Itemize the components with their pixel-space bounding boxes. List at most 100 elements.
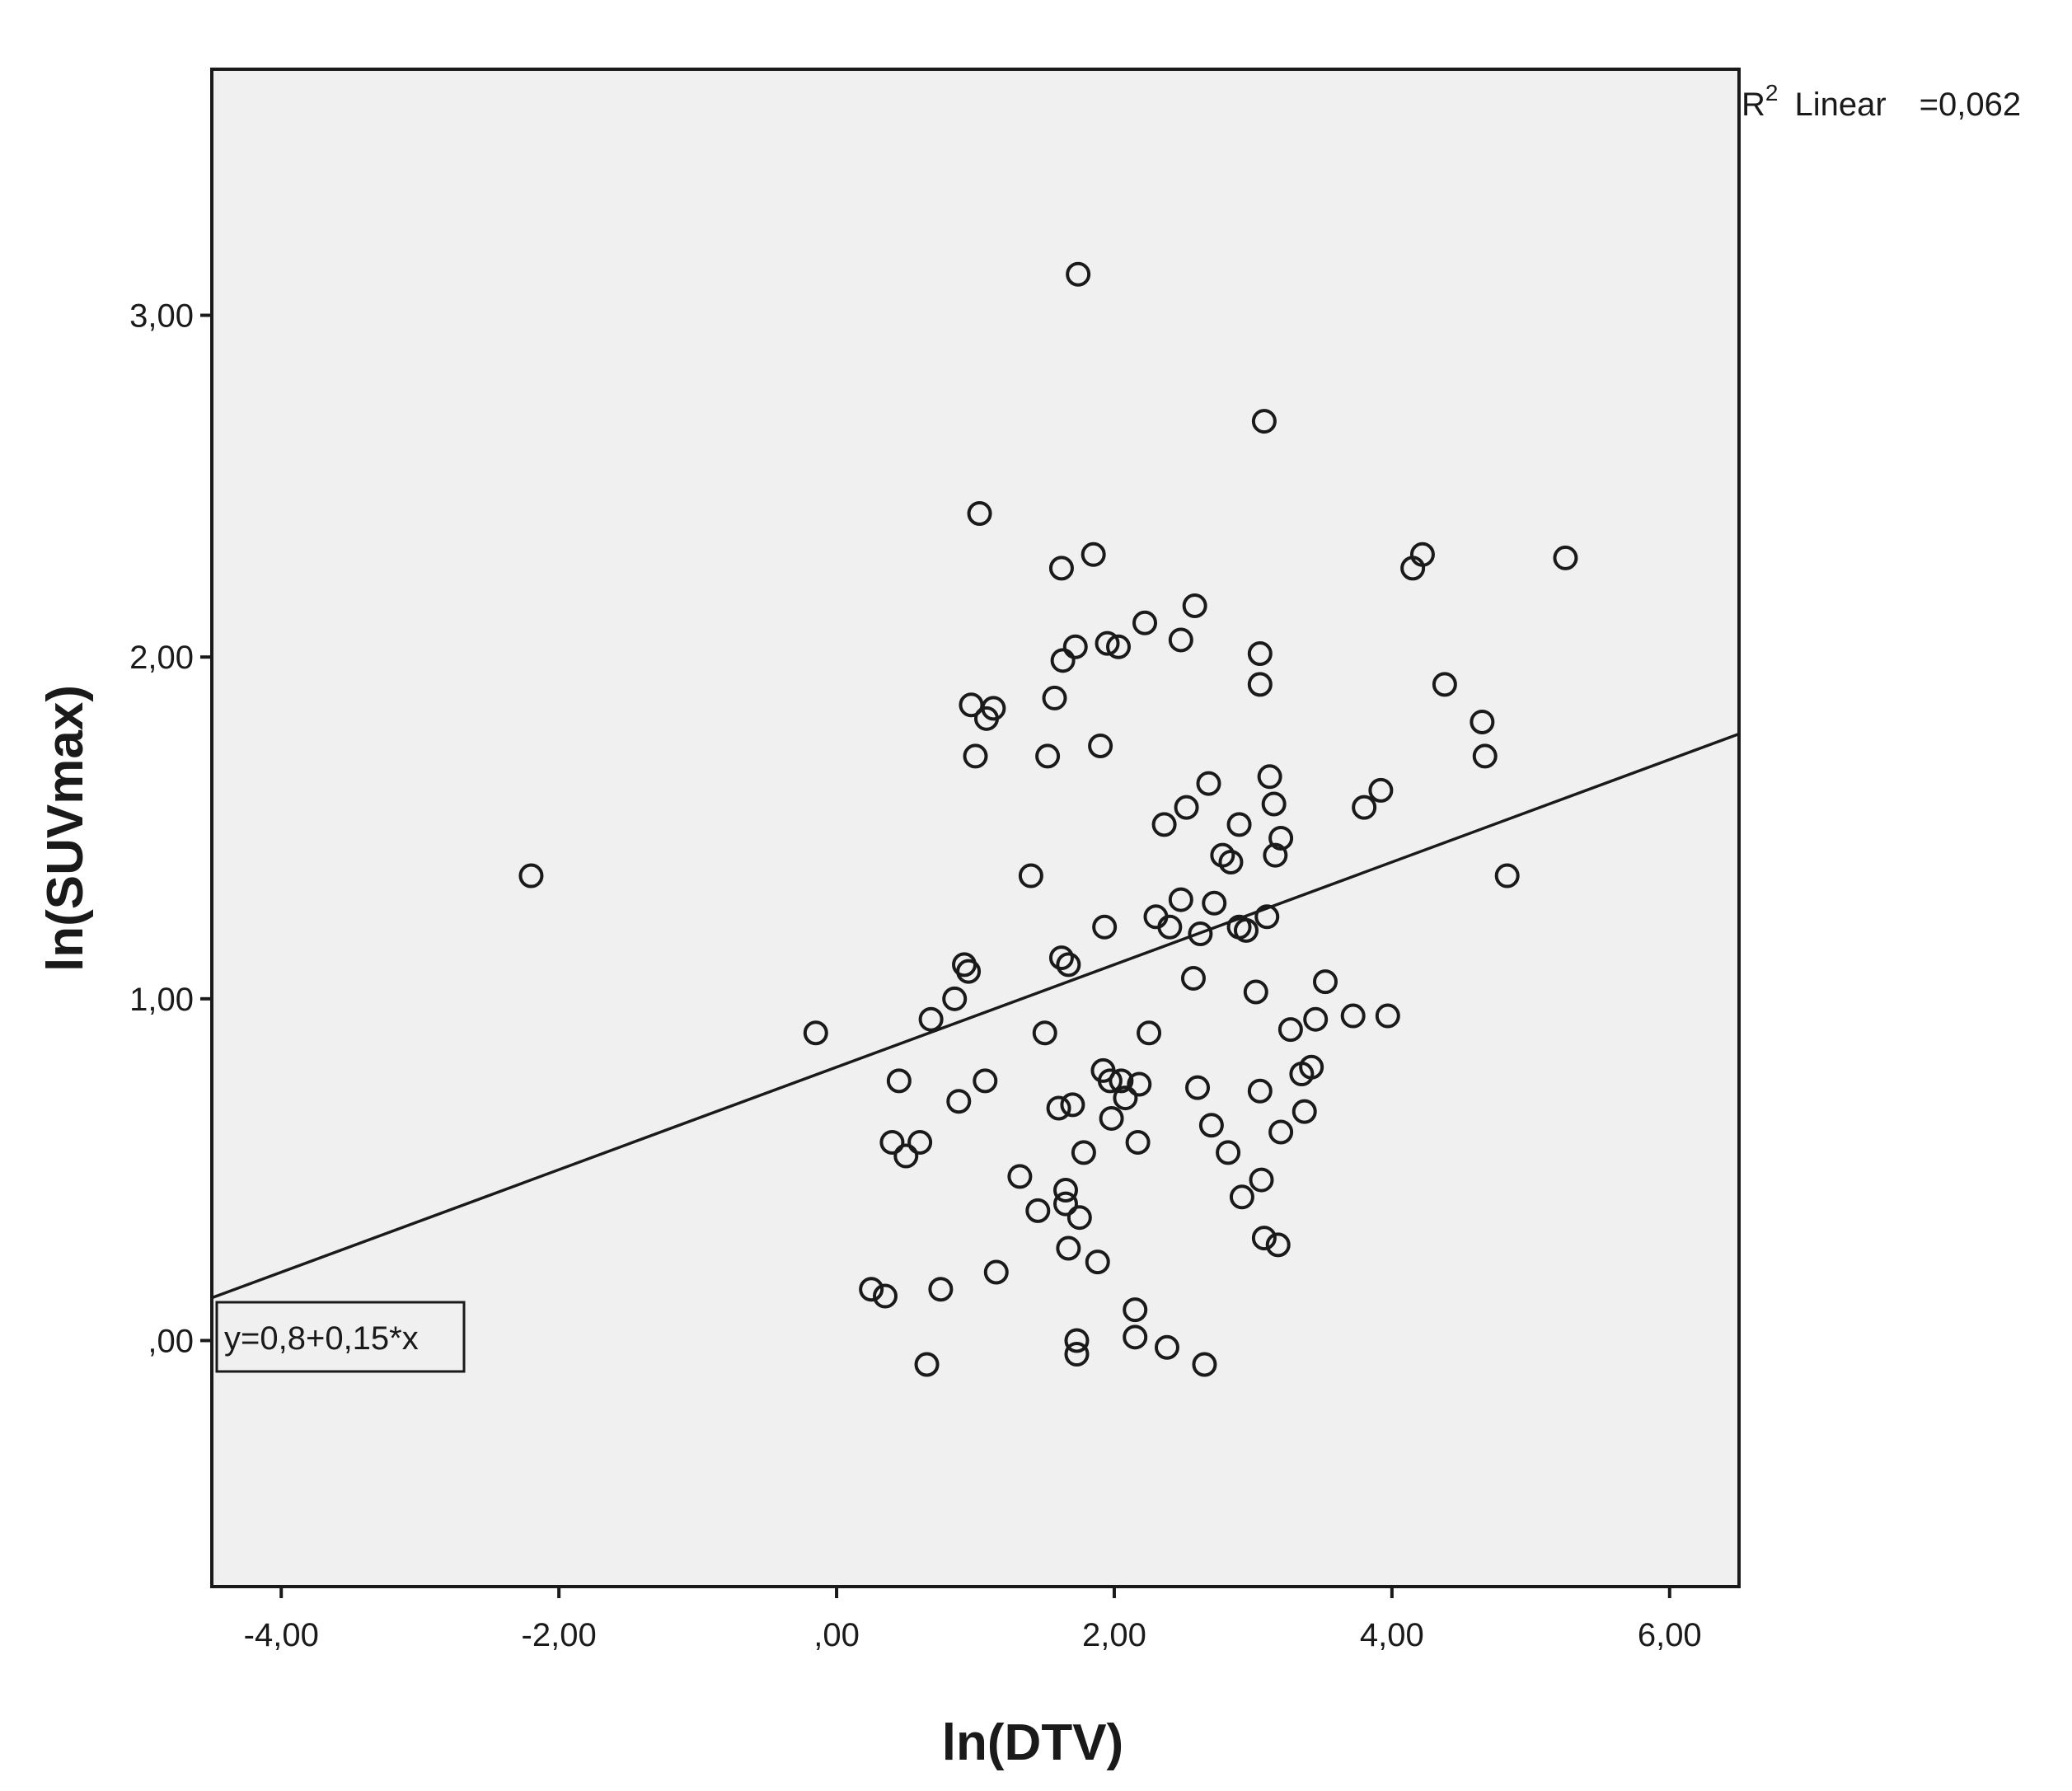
data-point bbox=[1409, 542, 1435, 567]
data-point bbox=[1106, 634, 1132, 659]
data-point bbox=[1247, 641, 1273, 667]
data-point bbox=[1085, 1249, 1110, 1275]
data-point bbox=[1494, 863, 1520, 888]
plot-frame bbox=[210, 68, 1741, 1588]
data-point bbox=[1052, 1191, 1078, 1217]
data-point bbox=[1472, 743, 1498, 769]
data-point bbox=[1099, 1105, 1124, 1131]
data-point bbox=[928, 1277, 954, 1302]
data-point bbox=[956, 959, 982, 984]
data-point bbox=[963, 743, 988, 769]
data-point bbox=[1254, 904, 1280, 930]
data-point bbox=[1202, 890, 1227, 916]
data-point bbox=[1368, 777, 1394, 803]
y-tick-label: 2,00 bbox=[129, 640, 194, 676]
data-point bbox=[1265, 1232, 1291, 1258]
data-point bbox=[1470, 709, 1495, 734]
data-point bbox=[1132, 610, 1158, 635]
data-point bbox=[1092, 914, 1118, 940]
data-point bbox=[1340, 1003, 1366, 1029]
data-point bbox=[893, 1143, 919, 1169]
data-point bbox=[1268, 825, 1294, 851]
axes-layer: -4,00 -2,00 ,00 2,00 4,00 6,00 ,00 1,00 2,00 3,00 bbox=[129, 298, 1702, 1653]
data-point bbox=[1032, 1020, 1057, 1046]
data-point bbox=[886, 1068, 912, 1094]
data-point bbox=[981, 696, 1006, 721]
data-point bbox=[1263, 842, 1288, 868]
data-point bbox=[1066, 1205, 1092, 1231]
data-point bbox=[1007, 1164, 1033, 1189]
data-point bbox=[1216, 1140, 1241, 1165]
r2-annotation: R2 Linear =0,062 bbox=[1742, 80, 2021, 123]
x-tick-label: -2,00 bbox=[522, 1617, 597, 1653]
data-point bbox=[1168, 887, 1193, 912]
r2-superscript: 2 bbox=[1765, 80, 1779, 105]
data-point bbox=[1251, 1226, 1277, 1251]
data-point bbox=[1168, 627, 1193, 653]
data-point bbox=[1035, 743, 1061, 769]
data-point bbox=[1127, 1071, 1152, 1097]
y-tick-label: 3,00 bbox=[129, 298, 194, 335]
data-point bbox=[1137, 1020, 1162, 1046]
data-point bbox=[1060, 1092, 1085, 1118]
data-point bbox=[1042, 685, 1067, 710]
data-point bbox=[1251, 409, 1277, 434]
data-point bbox=[1229, 1184, 1254, 1210]
data-point bbox=[1268, 1119, 1294, 1145]
data-point bbox=[803, 1020, 828, 1046]
data-point bbox=[1185, 1075, 1211, 1100]
data-point bbox=[946, 1089, 972, 1114]
data-point bbox=[1188, 921, 1213, 947]
x-tick-label: 4,00 bbox=[1360, 1617, 1424, 1653]
r2-word: Linear bbox=[1794, 87, 1886, 123]
data-point bbox=[1257, 764, 1282, 790]
data-point bbox=[1046, 1095, 1071, 1121]
data-point bbox=[983, 1259, 1009, 1285]
data-point bbox=[1192, 1352, 1217, 1377]
data-point bbox=[1182, 593, 1207, 618]
data-point bbox=[1064, 1342, 1090, 1367]
data-point bbox=[942, 986, 968, 1011]
data-point bbox=[1247, 1078, 1273, 1104]
data-point bbox=[1071, 1140, 1096, 1165]
data-point bbox=[1050, 648, 1076, 673]
data-point bbox=[1233, 917, 1259, 943]
data-point bbox=[1180, 965, 1206, 991]
data-point bbox=[1018, 863, 1043, 888]
x-tick-label: ,00 bbox=[813, 1617, 860, 1653]
data-point bbox=[967, 501, 992, 527]
data-point bbox=[1151, 812, 1177, 837]
data-point bbox=[907, 1129, 933, 1155]
data-point bbox=[1048, 945, 1074, 971]
data-point bbox=[1064, 1328, 1090, 1353]
data-point bbox=[1088, 733, 1113, 758]
data-point bbox=[1243, 979, 1268, 1005]
x-axis-title: ln(DTV) bbox=[942, 1714, 1123, 1771]
data-point bbox=[918, 1006, 944, 1032]
data-point bbox=[1432, 672, 1457, 697]
data-point bbox=[1113, 1085, 1138, 1111]
data-point bbox=[1123, 1324, 1148, 1350]
data-point bbox=[1299, 1054, 1324, 1080]
equation-box bbox=[215, 1301, 466, 1373]
data-point bbox=[1056, 952, 1081, 978]
data-point bbox=[1303, 1006, 1329, 1032]
y-tick-label: ,00 bbox=[148, 1323, 194, 1359]
data-point bbox=[1249, 1167, 1274, 1193]
data-point bbox=[1109, 1068, 1134, 1094]
data-point bbox=[1226, 812, 1252, 837]
data-point bbox=[879, 1129, 905, 1155]
x-tick-label: 6,00 bbox=[1638, 1617, 1702, 1653]
data-point bbox=[1125, 1129, 1151, 1155]
data-point bbox=[1056, 1235, 1081, 1261]
points-layer bbox=[518, 261, 1578, 1377]
data-point bbox=[1081, 542, 1106, 567]
r2-value: =0,062 bbox=[1920, 87, 2021, 123]
data-point bbox=[1052, 1178, 1078, 1203]
data-point bbox=[1375, 1003, 1400, 1029]
data-point bbox=[973, 1068, 998, 1094]
x-tick-label: 2,00 bbox=[1082, 1617, 1146, 1653]
data-point bbox=[518, 863, 544, 888]
data-point bbox=[1198, 1113, 1224, 1138]
